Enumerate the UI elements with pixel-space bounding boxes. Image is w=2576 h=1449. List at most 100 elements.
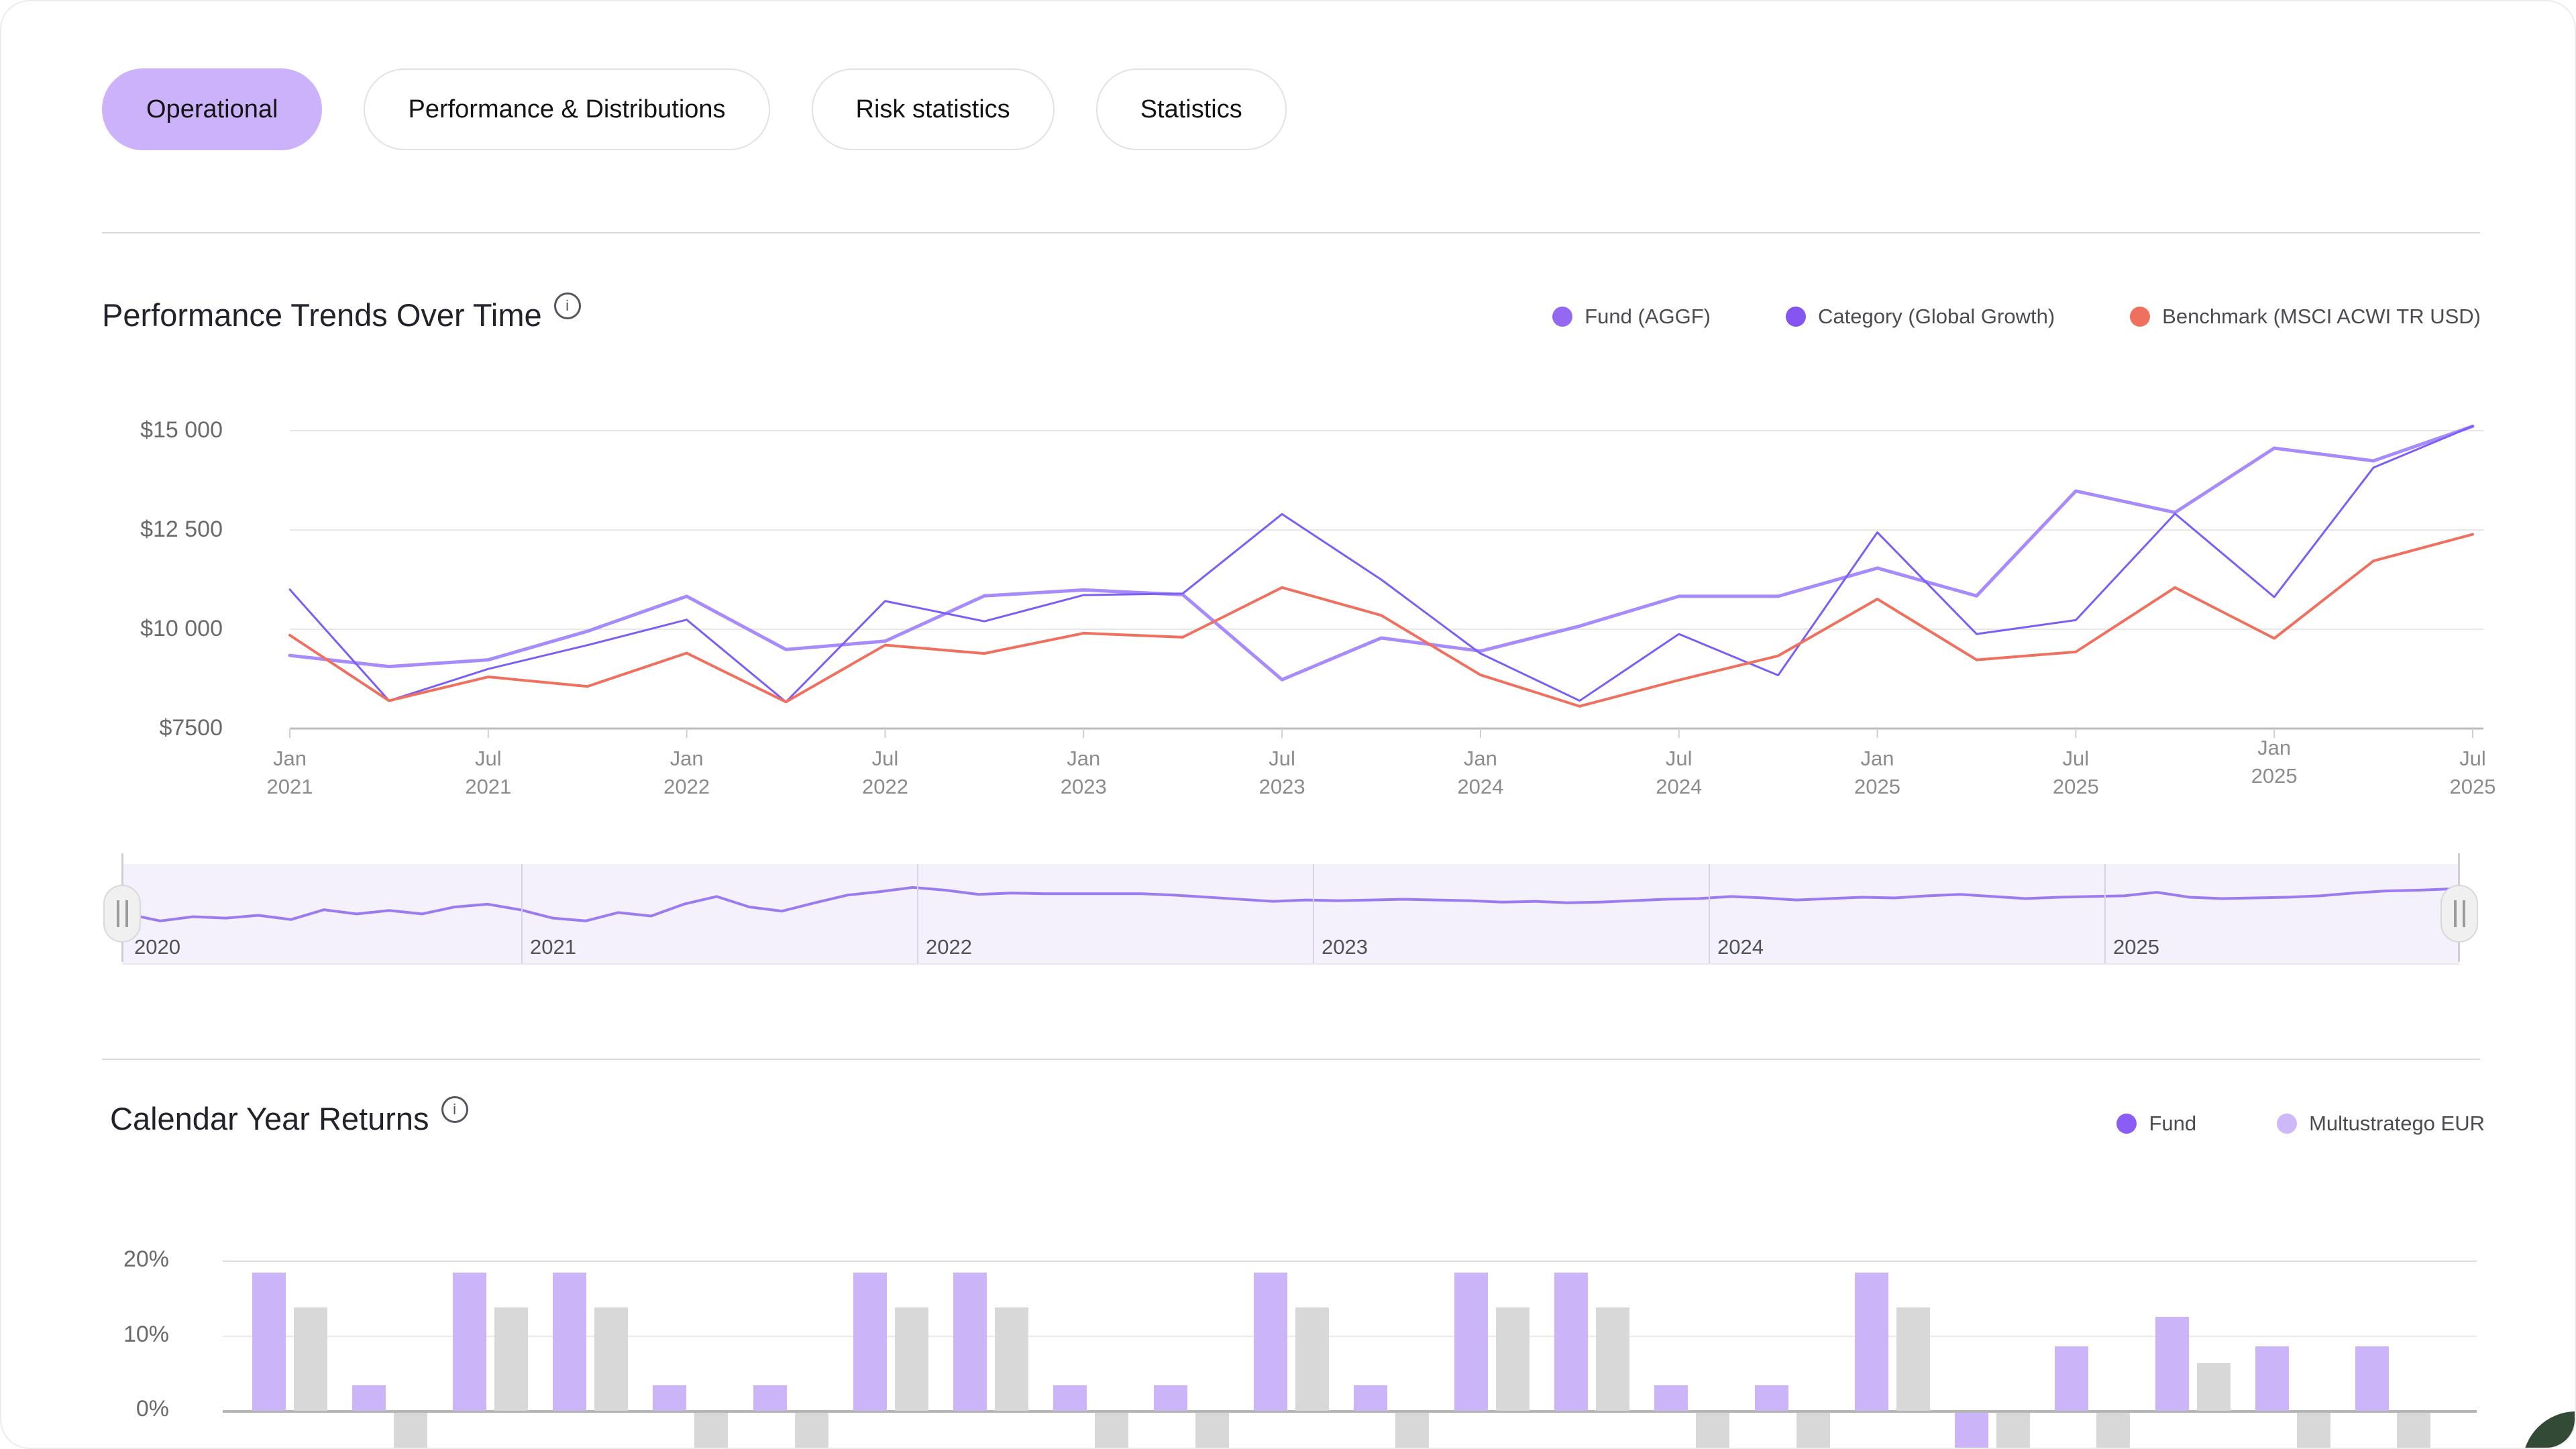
- grip-icon: [2462, 900, 2465, 927]
- bar-multustratego-eur[interactable]: [1495, 1307, 1529, 1411]
- bar-multustratego-eur[interactable]: [1295, 1307, 1329, 1411]
- bar-fund[interactable]: [252, 1273, 286, 1411]
- legend-item-fund-bars[interactable]: Fund: [2116, 1112, 2196, 1136]
- legend-item-benchmark[interactable]: Benchmark (MSCI ACWI TR USD): [2130, 305, 2481, 329]
- bar-multustratego-eur[interactable]: [1696, 1413, 1730, 1448]
- bar-multustratego-eur[interactable]: [2196, 1362, 2231, 1411]
- bar-fund[interactable]: [2355, 1346, 2390, 1411]
- brush-year-separator: [2104, 864, 2106, 963]
- bar-fund[interactable]: [2055, 1346, 2089, 1411]
- bar-multustratego-eur[interactable]: [1195, 1413, 1229, 1448]
- brush-year-label: 2021: [530, 935, 576, 959]
- x-tick-label: Jan 2024: [1457, 747, 1504, 798]
- bar-multustratego-eur[interactable]: [594, 1307, 628, 1411]
- legend-label: Fund (AGGF): [1585, 305, 1711, 328]
- bar-fund[interactable]: [1654, 1385, 1688, 1411]
- bar-fund[interactable]: [1354, 1385, 1388, 1411]
- legend-label: Category (Global Growth): [1817, 305, 2055, 328]
- bar-multustratego-eur[interactable]: [894, 1307, 928, 1411]
- brush-year-separator: [917, 864, 918, 963]
- bar-multustratego-eur[interactable]: [1395, 1413, 1430, 1448]
- bar-fund[interactable]: [1955, 1413, 1989, 1448]
- bar-multustratego-eur[interactable]: [2397, 1413, 2431, 1448]
- bar-fund[interactable]: [1454, 1273, 1488, 1411]
- bar-multustratego-eur[interactable]: [694, 1413, 729, 1448]
- bar-fund[interactable]: [653, 1385, 687, 1411]
- x-tick-label: Jan 2025: [1854, 747, 1901, 798]
- bar-fund[interactable]: [1854, 1273, 1888, 1411]
- tab-bar: Operational Performance & Distributions …: [102, 68, 1287, 150]
- bar-fund[interactable]: [953, 1273, 987, 1411]
- bar-multustratego-eur[interactable]: [294, 1307, 327, 1411]
- legend-item-multustratego[interactable]: Multustratego EUR: [2277, 1112, 2485, 1136]
- bar-multustratego-eur[interactable]: [494, 1307, 528, 1411]
- x-tick-label: Jul 2021: [465, 747, 512, 798]
- bar-fund[interactable]: [552, 1273, 586, 1411]
- info-icon[interactable]: i: [553, 292, 581, 319]
- bar-multustratego-eur[interactable]: [995, 1307, 1029, 1411]
- x-tick-label: Jul 2025: [2449, 747, 2496, 798]
- bar-multustratego-eur[interactable]: [2297, 1413, 2330, 1448]
- legend-label: Benchmark (MSCI ACWI TR USD): [2162, 305, 2481, 328]
- bar-multustratego-eur[interactable]: [1595, 1307, 1629, 1411]
- bar-fund[interactable]: [1153, 1385, 1187, 1411]
- brush-year-label: 2025: [2113, 935, 2159, 959]
- legend-item-category[interactable]: Category (Global Growth): [1785, 305, 2055, 329]
- section-divider-top: [102, 232, 2480, 233]
- brush-year-separator: [1709, 864, 1710, 963]
- brush-sparkline: [126, 885, 2453, 922]
- section-divider-middle: [102, 1059, 2480, 1060]
- bar-multustratego-eur[interactable]: [2096, 1413, 2131, 1448]
- y-tick-label: $7500: [159, 715, 223, 741]
- bar-fund[interactable]: [2255, 1346, 2289, 1411]
- bar-multustratego-eur[interactable]: [394, 1413, 428, 1448]
- y-tick-label: $10 000: [140, 616, 223, 641]
- multustratego-legend-dot: [2277, 1114, 2298, 1134]
- bar-multustratego-eur[interactable]: [794, 1413, 828, 1448]
- brush-right-handle[interactable]: [2440, 885, 2478, 943]
- grip-icon: [2453, 900, 2457, 927]
- legend-label: Fund: [2149, 1112, 2197, 1135]
- bar-multustratego-eur[interactable]: [1996, 1413, 2031, 1448]
- x-tick-label: Jul 2023: [1258, 747, 1305, 798]
- bar-fund[interactable]: [1254, 1273, 1287, 1411]
- tab-statistics[interactable]: Statistics: [1095, 68, 1287, 150]
- tab-operational[interactable]: Operational: [102, 68, 323, 150]
- brush-year-label: 2022: [926, 935, 972, 959]
- tab-risk-statistics[interactable]: Risk statistics: [811, 68, 1055, 150]
- y-tick-label: $15 000: [140, 417, 223, 443]
- bar-fund[interactable]: [1754, 1385, 1788, 1411]
- x-tick-label: Jan 2021: [266, 747, 313, 798]
- bar-fund[interactable]: [853, 1273, 887, 1411]
- bar-fund[interactable]: [1554, 1273, 1588, 1411]
- returns-gridline: [223, 1410, 2477, 1413]
- x-tick-label: Jul 2025: [2052, 747, 2099, 798]
- tab-performance-distributions[interactable]: Performance & Distributions: [364, 68, 770, 150]
- bar-fund[interactable]: [753, 1385, 787, 1411]
- info-icon[interactable]: i: [441, 1096, 468, 1123]
- bar-multustratego-eur[interactable]: [1896, 1307, 1930, 1411]
- bar-fund[interactable]: [452, 1273, 486, 1411]
- x-tick-label: Jul 2024: [1656, 747, 1703, 798]
- trends-legend: Fund (AGGF) Category (Global Growth) Ben…: [1552, 305, 2481, 329]
- brush-year-label: 2024: [1717, 935, 1764, 959]
- legend-label: Multustratego EUR: [2309, 1112, 2485, 1135]
- brush-left-handle[interactable]: [103, 885, 141, 943]
- bar-fund[interactable]: [352, 1385, 386, 1411]
- brush-year-separator: [1313, 864, 1314, 963]
- returns-y-tick-label: 10%: [123, 1321, 169, 1347]
- time-range-brush[interactable]: 2020 2021 2022 2023 2024 2025: [122, 864, 2459, 965]
- line-series-benchmark-msci-acwi-tr-usd-: [288, 533, 2474, 708]
- bar-fund[interactable]: [1053, 1385, 1087, 1411]
- bar-multustratego-eur[interactable]: [1796, 1413, 1830, 1448]
- line-series-category-global-growth-: [288, 425, 2474, 703]
- x-tick-label: Jul 2022: [861, 747, 908, 798]
- benchmark-legend-dot: [2130, 307, 2151, 327]
- brush-year-separator: [521, 864, 523, 963]
- returns-gridline: [223, 1260, 2477, 1263]
- legend-item-fund[interactable]: Fund (AGGF): [1552, 305, 1711, 329]
- bar-multustratego-eur[interactable]: [1095, 1413, 1129, 1448]
- category-legend-dot: [1785, 307, 1806, 327]
- line-series-fund-aggf-: [288, 424, 2475, 682]
- bar-fund[interactable]: [2155, 1316, 2189, 1411]
